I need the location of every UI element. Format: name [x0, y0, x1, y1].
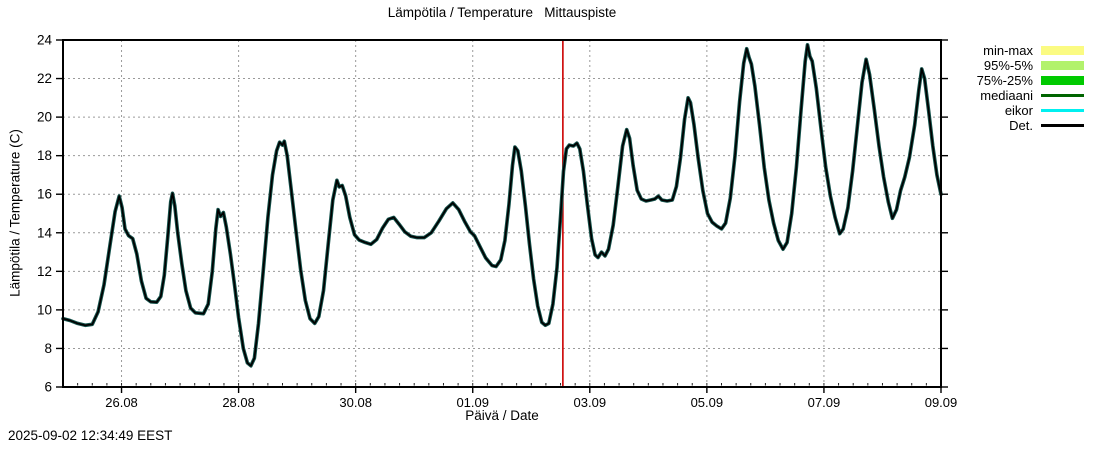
mediaani-line — [61, 42, 943, 368]
x-tick-label: 03.09 — [574, 395, 607, 410]
x-tick-label: 30.08 — [339, 395, 372, 410]
y-tick-label: 12 — [37, 264, 52, 279]
legend: min-max 95%-5% 75%-25% mediaani eikor Det. — [977, 43, 1084, 133]
legend-swatch-box — [1041, 46, 1084, 55]
y-tick-label: 10 — [37, 302, 52, 317]
y-tick-label: 16 — [37, 187, 52, 202]
legend-swatch-line — [1041, 124, 1084, 127]
legend-item-95-5-: 95%-5% — [977, 58, 1084, 73]
y-tick-label: 24 — [37, 33, 53, 48]
y-tick-label: 22 — [37, 71, 52, 86]
legend-item-eikor: eikor — [977, 103, 1084, 118]
x-axis-title: Päivä / Date — [465, 408, 539, 423]
legend-swatch-line — [1041, 109, 1084, 112]
legend-swatch-box — [1041, 61, 1084, 70]
legend-item-det-: Det. — [977, 118, 1084, 133]
legend-item-mediaani: mediaani — [977, 88, 1084, 103]
legend-label: eikor — [1004, 103, 1033, 118]
timestamp: 2025-09-02 12:34:49 EEST — [8, 428, 173, 443]
legend-label: 75%-25% — [976, 73, 1033, 88]
y-tick-label: 8 — [44, 341, 52, 356]
y-axis-title: Lämpötila / Temperature (C) — [7, 129, 23, 297]
x-tick-label: 28.08 — [222, 395, 255, 410]
legend-label: min-max — [983, 43, 1033, 58]
plot-border — [62, 39, 942, 388]
y-tick-label: 14 — [37, 225, 53, 240]
det-line — [62, 43, 942, 367]
x-tick-label: 05.09 — [691, 395, 724, 410]
legend-item-min-max: min-max — [977, 43, 1084, 58]
x-tick-label: 07.09 — [808, 395, 841, 410]
y-tick-label: 18 — [37, 148, 52, 163]
x-tick-label: 26.08 — [105, 395, 138, 410]
legend-item-75-25-: 75%-25% — [977, 73, 1084, 88]
legend-label: mediaani — [980, 88, 1033, 103]
chart-title: Lämpötila / Temperature Mittauspiste — [387, 5, 617, 20]
legend-swatch-line — [1041, 94, 1084, 97]
x-tick-label: 09.09 — [925, 395, 958, 410]
y-tick-label: 6 — [44, 380, 52, 395]
y-tick-label: 20 — [37, 110, 52, 125]
legend-swatch-box — [1041, 76, 1084, 85]
legend-label: 95%-5% — [983, 58, 1033, 73]
legend-label: Det. — [1009, 118, 1033, 133]
x-tick-label: 01.09 — [456, 395, 489, 410]
